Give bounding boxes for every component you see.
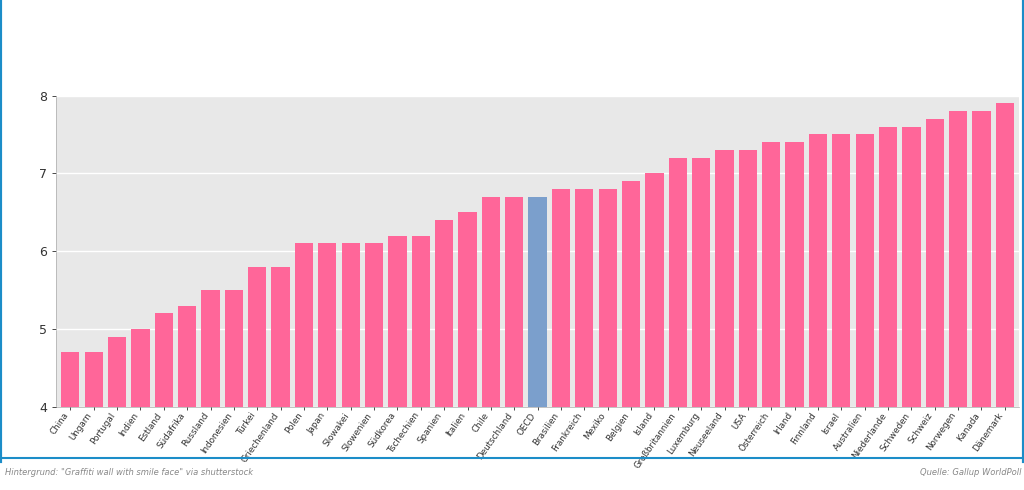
Text: »: » [29, 13, 55, 54]
Bar [669, 158, 687, 490]
Bar [155, 314, 173, 490]
Bar [342, 244, 359, 490]
Bar [762, 142, 780, 490]
Bar [365, 244, 383, 490]
Bar [178, 306, 197, 490]
Bar [856, 134, 873, 490]
Bar [271, 267, 290, 490]
Bar [809, 134, 827, 490]
Bar [902, 127, 921, 490]
Bar [481, 196, 500, 490]
Text: Cantril ladder, Mittelwert (2010) - Die Cantril Ladder misst die Lebenszufrieden: Cantril ladder, Mittelwert (2010) - Die … [51, 66, 764, 75]
Bar [505, 196, 523, 490]
Bar [61, 352, 80, 490]
Bar [388, 236, 407, 490]
Bar [716, 150, 733, 490]
Text: Hintergrund: "Graffiti wall with smile face" via shutterstock: Hintergrund: "Graffiti wall with smile f… [5, 468, 253, 477]
Bar [575, 189, 594, 490]
Bar [108, 337, 126, 490]
Bar [248, 267, 266, 490]
Bar [692, 158, 711, 490]
Text: »: » [12, 13, 39, 54]
Bar [926, 119, 944, 490]
Bar [973, 111, 990, 490]
Bar [225, 290, 243, 490]
Bar [528, 196, 547, 490]
Bar [552, 189, 570, 490]
Bar [85, 352, 102, 490]
Bar [295, 244, 313, 490]
Bar [785, 142, 804, 490]
Text: Lebenszufriedenheit: Lebenszufriedenheit [51, 11, 388, 39]
Bar [318, 244, 337, 490]
Bar [412, 236, 430, 490]
Text: Quelle: Gallup WorldPoll: Quelle: Gallup WorldPoll [921, 468, 1022, 477]
Bar [435, 220, 454, 490]
Bar [622, 181, 640, 490]
Bar [949, 111, 968, 490]
Bar [738, 150, 757, 490]
Bar [833, 134, 850, 490]
Bar [645, 173, 664, 490]
Bar [995, 103, 1014, 490]
Bar [879, 127, 897, 490]
Bar [131, 329, 150, 490]
Bar [202, 290, 219, 490]
Bar [599, 189, 616, 490]
Bar [459, 212, 476, 490]
